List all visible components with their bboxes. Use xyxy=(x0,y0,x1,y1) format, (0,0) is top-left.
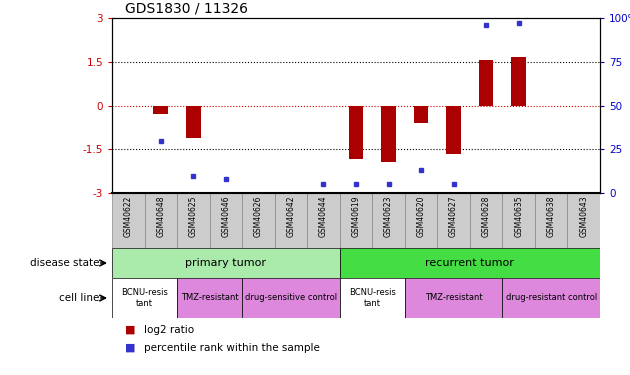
Bar xyxy=(186,105,200,138)
Text: percentile rank within the sample: percentile rank within the sample xyxy=(144,343,319,353)
Text: ■: ■ xyxy=(125,343,135,353)
Text: GSM40648: GSM40648 xyxy=(156,196,165,237)
Text: GSM40625: GSM40625 xyxy=(189,196,198,237)
Text: GSM40646: GSM40646 xyxy=(221,196,231,237)
Text: primary tumor: primary tumor xyxy=(185,258,266,268)
Text: GSM40627: GSM40627 xyxy=(449,196,458,237)
Bar xyxy=(568,193,600,248)
Bar xyxy=(372,193,405,248)
Bar xyxy=(405,278,502,318)
Bar xyxy=(340,278,405,318)
Text: GSM40642: GSM40642 xyxy=(287,196,295,237)
Bar xyxy=(275,193,307,248)
Text: disease state: disease state xyxy=(30,258,100,268)
Bar xyxy=(535,193,568,248)
Bar xyxy=(177,278,242,318)
Bar xyxy=(512,57,526,105)
Bar xyxy=(112,278,177,318)
Bar xyxy=(502,193,535,248)
Text: TMZ-resistant: TMZ-resistant xyxy=(425,294,483,303)
Bar xyxy=(348,105,364,159)
Bar xyxy=(340,193,372,248)
Bar xyxy=(144,193,177,248)
Text: GSM40619: GSM40619 xyxy=(352,196,360,237)
Bar xyxy=(154,105,168,114)
Text: GSM40626: GSM40626 xyxy=(254,196,263,237)
Bar xyxy=(405,193,437,248)
Bar xyxy=(414,105,428,123)
Bar xyxy=(470,193,502,248)
Text: GSM40622: GSM40622 xyxy=(123,196,133,237)
Bar xyxy=(446,105,461,154)
Text: BCNU-resis
tant: BCNU-resis tant xyxy=(349,288,396,308)
Bar xyxy=(307,193,340,248)
Text: log2 ratio: log2 ratio xyxy=(144,325,193,335)
Text: ■: ■ xyxy=(125,325,135,335)
Bar xyxy=(340,248,600,278)
Text: recurrent tumor: recurrent tumor xyxy=(425,258,514,268)
Bar xyxy=(242,278,340,318)
Bar xyxy=(177,193,210,248)
Bar xyxy=(437,193,470,248)
Text: GSM40623: GSM40623 xyxy=(384,196,393,237)
Text: GDS1830 / 11326: GDS1830 / 11326 xyxy=(125,2,248,16)
Text: GSM40643: GSM40643 xyxy=(579,196,588,237)
Text: GSM40628: GSM40628 xyxy=(481,196,491,237)
Bar xyxy=(242,193,275,248)
Bar xyxy=(502,278,600,318)
Text: cell line: cell line xyxy=(59,293,100,303)
Text: GSM40635: GSM40635 xyxy=(514,196,523,237)
Bar xyxy=(112,193,144,248)
Text: GSM40620: GSM40620 xyxy=(416,196,426,237)
Text: drug-sensitive control: drug-sensitive control xyxy=(245,294,337,303)
Bar xyxy=(210,193,242,248)
Text: TMZ-resistant: TMZ-resistant xyxy=(181,294,238,303)
Text: GSM40638: GSM40638 xyxy=(547,196,556,237)
Text: GSM40644: GSM40644 xyxy=(319,196,328,237)
Text: drug-resistant control: drug-resistant control xyxy=(505,294,597,303)
Text: BCNU-resis
tant: BCNU-resis tant xyxy=(121,288,168,308)
Bar xyxy=(479,60,493,105)
Bar xyxy=(112,248,340,278)
Bar xyxy=(381,105,396,162)
